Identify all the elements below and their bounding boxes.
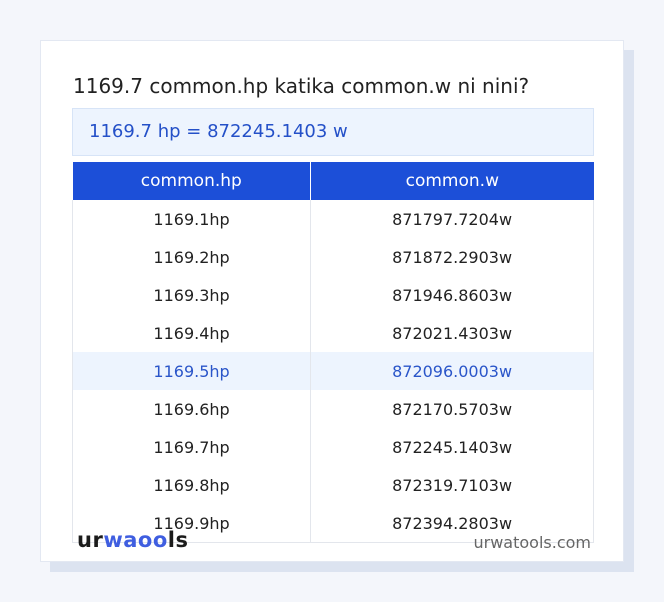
hp-cell: 1169.4hp — [71, 314, 312, 352]
w-cell: 872170.5703w — [310, 390, 594, 428]
hp-cell: 1169.1hp — [71, 200, 312, 238]
table-row: 1169.5hp 872096.0003w — [71, 352, 594, 390]
table-row: 1169.2hp 871872.2903w — [71, 238, 594, 276]
hp-cell: 1169.7hp — [71, 428, 312, 466]
table-row: 1169.4hp 872021.4303w — [71, 314, 594, 352]
hp-cell: 1169.2hp — [71, 238, 312, 276]
hp-cell: 1169.6hp — [71, 390, 312, 428]
w-cell: 872245.1403w — [310, 428, 594, 466]
hp-cell: 1169.3hp — [71, 276, 312, 314]
w-cell: 871946.8603w — [310, 276, 594, 314]
conversion-table: common.hp common.w 1169.1hp 871797.7204w 1… — [71, 162, 594, 543]
table-row: 1169.6hp 872170.5703w — [71, 390, 594, 428]
table-row: 1169.9hp 872394.2803w — [71, 504, 594, 543]
w-cell: 871872.2903w — [310, 238, 594, 276]
urwatools-logo[interactable]: urwaools — [77, 528, 189, 552]
table-row: 1169.1hp 871797.7204w — [71, 200, 594, 238]
hp-cell: 1169.8hp — [71, 466, 312, 504]
column-header-hp: common.hp — [72, 162, 311, 200]
table-row: 1169.7hp 872245.1403w — [71, 428, 594, 466]
w-cell: 872319.7103w — [310, 466, 594, 504]
column-header-w: common.w — [310, 162, 594, 200]
site-link[interactable]: urwatools.com — [473, 533, 592, 552]
table-row: 1169.8hp 872319.7103w — [71, 466, 594, 504]
hp-cell: 1169.9hp — [71, 504, 312, 543]
w-cell: 872096.0003w — [310, 352, 594, 390]
table-row: 1169.3hp 871946.8603w — [71, 276, 594, 314]
page-title: 1169.7 common.hp katika common.w ni nini… — [73, 74, 530, 98]
w-cell: 872021.4303w — [310, 314, 594, 352]
converter-card: 1169.7 common.hp katika common.w ni nini… — [40, 40, 624, 562]
w-cell: 871797.7204w — [310, 200, 594, 238]
hp-cell: 1169.5hp — [71, 352, 312, 390]
w-cell: 872394.2803w — [310, 504, 594, 543]
result-box: 1169.7 hp = 872245.1403 w — [72, 108, 594, 156]
